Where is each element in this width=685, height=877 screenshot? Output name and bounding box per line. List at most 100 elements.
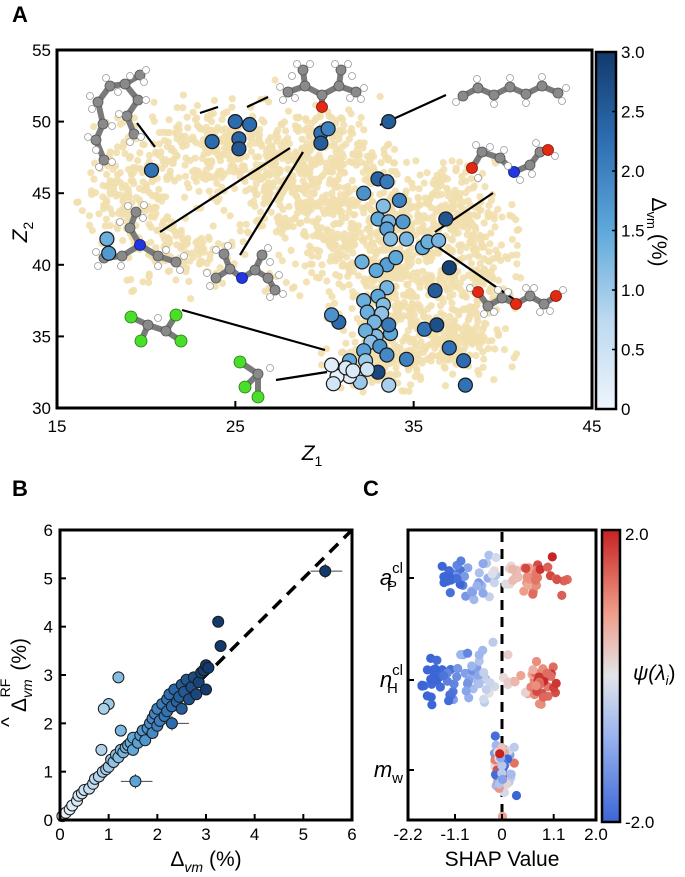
cloud-point (312, 114, 320, 122)
cloud-point (436, 274, 444, 282)
molecule-chloroform-icon (233, 355, 274, 404)
cloud-point (361, 275, 369, 283)
y-tick-label: 40 (32, 256, 51, 275)
cloud-point (479, 363, 487, 371)
cloud-point (332, 219, 340, 227)
delta-vm-point (382, 231, 399, 247)
x-tick-label: 1 (104, 825, 113, 844)
cloud-point (183, 113, 191, 121)
cloud-point (407, 204, 415, 212)
cloud-point (473, 245, 482, 253)
molecule-triethylamine-icon (92, 201, 188, 274)
cloud-point (355, 120, 363, 128)
shap-point (439, 671, 449, 681)
cloud-point (456, 338, 464, 346)
cloud-point (360, 126, 368, 134)
axis-c-xlabel: SHAP Value (445, 848, 560, 871)
cloud-point (129, 164, 137, 172)
cloud-point (440, 363, 448, 371)
shap-point (513, 572, 523, 582)
cloud-point (478, 338, 486, 346)
cloud-point (328, 142, 336, 150)
cloud-point (480, 219, 488, 227)
cloud-point (345, 281, 353, 289)
cloud-point (450, 327, 458, 335)
cloud-point (326, 176, 334, 184)
cloud-point (416, 302, 424, 311)
colorbar-tick-label: 2.5 (621, 103, 645, 122)
cloud-point (421, 343, 429, 351)
cloud-point (206, 250, 214, 259)
shap-point (461, 686, 471, 696)
cloud-point (132, 194, 140, 202)
delta-vm-point (456, 353, 472, 369)
cloud-point (396, 244, 404, 252)
cloud-point (179, 142, 187, 151)
shap-point (445, 588, 455, 598)
cloud-point (393, 226, 401, 234)
cloud-point (236, 221, 244, 229)
cloud-point (357, 113, 365, 122)
cloud-point (392, 306, 400, 314)
cloud-point (187, 295, 195, 303)
cloud-point (332, 176, 340, 185)
cloud-point (411, 372, 419, 381)
cloud-point (359, 388, 367, 396)
cloud-point (261, 287, 269, 295)
cloud-point (394, 348, 402, 357)
cloud-point (165, 235, 173, 243)
cloud-point (155, 185, 163, 193)
cloud-point (92, 189, 100, 197)
cloud-point (166, 167, 174, 175)
cloud-point (393, 343, 401, 351)
shap-point (538, 692, 548, 702)
cloud-point (112, 149, 121, 157)
cloud-point (173, 241, 181, 249)
cloud-point (349, 130, 357, 138)
cloud-point (99, 193, 107, 201)
cloud-point (116, 169, 124, 177)
cloud-point (400, 312, 408, 320)
cloud-point (351, 338, 359, 346)
delta-vm-point (379, 347, 395, 363)
cloud-point (476, 193, 484, 201)
cloud-point (152, 148, 160, 156)
shap-point (531, 681, 541, 691)
cloud-point (106, 177, 114, 185)
cloud-point (278, 257, 286, 265)
delta-vm-point (441, 260, 457, 276)
cloud-point (285, 202, 293, 211)
cloud-point (510, 354, 518, 362)
x-tick-label: 45 (583, 417, 602, 436)
cloud-point (458, 291, 466, 299)
cloud-point (317, 349, 325, 357)
cloud-point (377, 159, 385, 167)
cloud-point (513, 226, 521, 234)
cloud-point (391, 371, 399, 379)
shap-point (498, 774, 508, 785)
cloud-point (440, 311, 448, 319)
cloud-point (109, 165, 117, 173)
cloud-point (502, 253, 510, 261)
x-tick-label: 3 (201, 825, 210, 844)
cloud-point (383, 141, 392, 149)
delta-vm-points (99, 113, 473, 393)
cloud-point (439, 176, 447, 184)
shap-point (503, 650, 513, 660)
shap-point (459, 571, 470, 582)
cloud-point (508, 363, 516, 371)
shap-point (467, 661, 477, 671)
cloud-point (408, 275, 416, 283)
cloud-point (329, 233, 337, 241)
cloud-point (192, 238, 200, 247)
cloud-point (274, 219, 283, 227)
cloud-point (487, 229, 495, 237)
cloud-point (421, 276, 430, 284)
cloud-point (439, 159, 447, 167)
cloud-point (345, 135, 353, 143)
cloud-point (194, 167, 202, 175)
cloud-point (428, 249, 436, 257)
cloud-point (455, 311, 463, 319)
delta-vm-point (99, 231, 115, 247)
